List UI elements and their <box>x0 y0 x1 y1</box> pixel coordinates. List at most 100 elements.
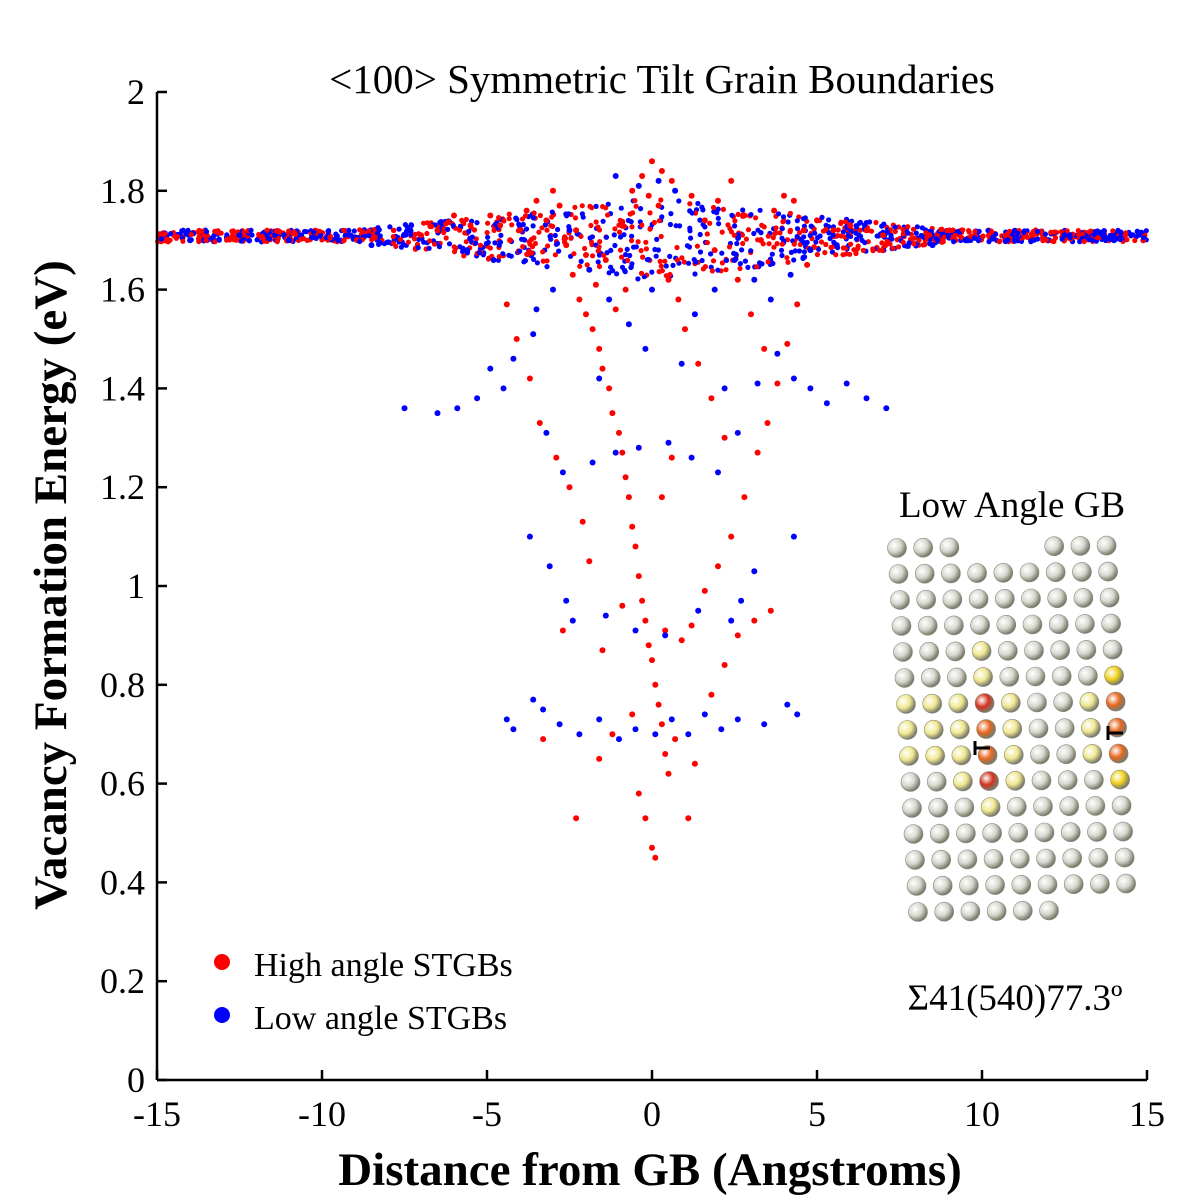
legend-marker-low-angle <box>214 1007 230 1023</box>
band-point <box>704 231 710 237</box>
point-low-angle <box>718 726 725 733</box>
band-point <box>473 240 479 246</box>
band-point <box>723 257 730 263</box>
band-point <box>526 248 532 254</box>
band-point <box>341 227 347 233</box>
atom <box>1085 796 1106 816</box>
band-point <box>249 232 255 238</box>
point-low-angle <box>589 459 596 466</box>
band-point <box>715 267 721 273</box>
atom <box>914 563 935 584</box>
band-point <box>441 226 447 232</box>
band-point <box>840 229 847 235</box>
band-point <box>224 236 230 242</box>
point-low-angle <box>533 306 540 313</box>
band-point <box>523 226 530 232</box>
band-point <box>819 214 825 220</box>
band-point <box>501 218 507 224</box>
band-point <box>814 251 821 258</box>
point-high-angle <box>645 192 652 199</box>
point-low-angle <box>655 177 662 184</box>
point-low-angle <box>863 395 870 402</box>
band-point <box>704 240 711 246</box>
point-high-angle <box>616 429 622 436</box>
atom <box>999 666 1020 687</box>
band-point <box>590 253 596 259</box>
point-low-angle <box>1012 237 1018 244</box>
atom <box>1050 640 1070 661</box>
atom <box>953 771 973 792</box>
band-point <box>769 251 775 257</box>
atom <box>1056 744 1076 765</box>
point-low-angle <box>728 617 735 624</box>
point-high-angle <box>629 523 636 530</box>
atom <box>934 901 955 922</box>
legend-label-low-angle: Low angle STGBs <box>254 1000 507 1037</box>
band-point <box>196 227 202 233</box>
band-point <box>745 227 752 233</box>
legend-label-high-angle: High angle STGBs <box>254 947 513 984</box>
atom <box>1028 718 1049 739</box>
band-point <box>605 212 611 218</box>
band-point <box>693 259 699 265</box>
point-high-angle <box>649 844 655 851</box>
band-point <box>797 230 803 236</box>
point-high-angle <box>569 271 576 278</box>
atom <box>1002 718 1023 739</box>
band-point <box>426 245 432 251</box>
band-point <box>568 235 574 241</box>
band-point <box>281 232 287 238</box>
band-point <box>540 258 546 264</box>
atom <box>1105 691 1126 712</box>
band-point <box>791 241 797 247</box>
y-tick-label: 2 <box>127 72 145 112</box>
band-point <box>776 211 782 217</box>
band-point <box>625 257 631 263</box>
band-point <box>778 247 785 253</box>
band-point <box>326 228 332 234</box>
atom <box>974 693 995 713</box>
band-point <box>785 219 791 225</box>
point-high-angle <box>523 207 530 214</box>
atom <box>1111 795 1132 816</box>
band-point <box>785 259 791 265</box>
band-point <box>1048 229 1054 235</box>
atom <box>1005 770 1026 791</box>
band-point <box>404 224 410 230</box>
band-point <box>348 232 354 238</box>
band-point <box>834 233 841 239</box>
band-point <box>726 244 733 250</box>
band-point <box>593 219 599 225</box>
point-low-angle <box>576 731 583 738</box>
band-point <box>536 229 542 235</box>
point-high-angle <box>612 306 619 313</box>
point-low-angle <box>662 632 669 639</box>
atom <box>1006 796 1027 817</box>
atom <box>996 614 1017 635</box>
band-point <box>881 221 887 227</box>
band-point <box>830 232 836 238</box>
point-low-angle <box>569 617 576 624</box>
inset-title: Low Angle GB <box>899 485 1125 526</box>
band-point <box>408 227 414 233</box>
point-high-angle <box>622 286 629 293</box>
point-low-angle <box>807 247 814 254</box>
band-point <box>771 244 777 250</box>
band-point <box>910 226 917 232</box>
point-low-angle <box>790 375 797 382</box>
band-point <box>272 232 278 238</box>
band-point <box>421 239 427 245</box>
point-high-angle <box>761 345 768 352</box>
band-point <box>313 235 319 241</box>
band-point <box>628 219 634 225</box>
point-high-angle <box>451 212 457 219</box>
point-high-angle <box>672 736 679 743</box>
band-point <box>534 260 541 266</box>
band-point <box>861 222 868 228</box>
band-point <box>709 268 716 274</box>
band-point <box>571 251 577 257</box>
point-high-angle <box>513 336 520 342</box>
atom <box>945 641 966 662</box>
point-low-angle <box>596 375 603 382</box>
atom <box>1022 614 1043 635</box>
